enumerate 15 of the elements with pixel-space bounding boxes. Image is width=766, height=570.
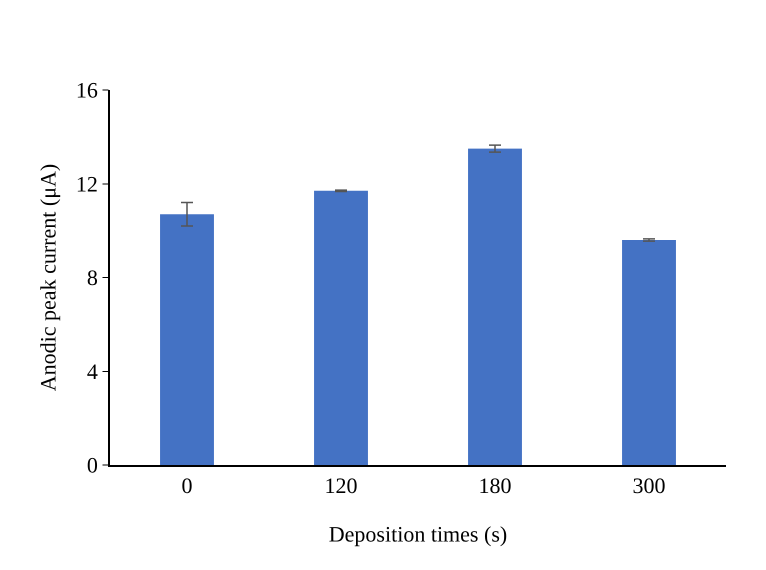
y-tick-label: 12 bbox=[76, 171, 98, 196]
y-tick-label: 16 bbox=[76, 78, 98, 103]
bar bbox=[314, 190, 368, 465]
bar bbox=[468, 148, 522, 465]
y-tick-label: 0 bbox=[86, 452, 98, 478]
x-axis-title: Deposition times (s) bbox=[328, 522, 508, 546]
x-tick-label: 180 bbox=[478, 473, 512, 498]
bar bbox=[622, 240, 676, 465]
bar bbox=[160, 214, 214, 465]
x-tick-label: 120 bbox=[324, 473, 358, 498]
x-tick-label: 300 bbox=[632, 473, 666, 498]
y-tick-label: 4 bbox=[86, 358, 98, 384]
y-tick-label: 8 bbox=[86, 265, 98, 290]
x-tick-label: 0 bbox=[182, 473, 192, 498]
y-axis-title: Anodic peak current (μA) bbox=[36, 164, 60, 392]
